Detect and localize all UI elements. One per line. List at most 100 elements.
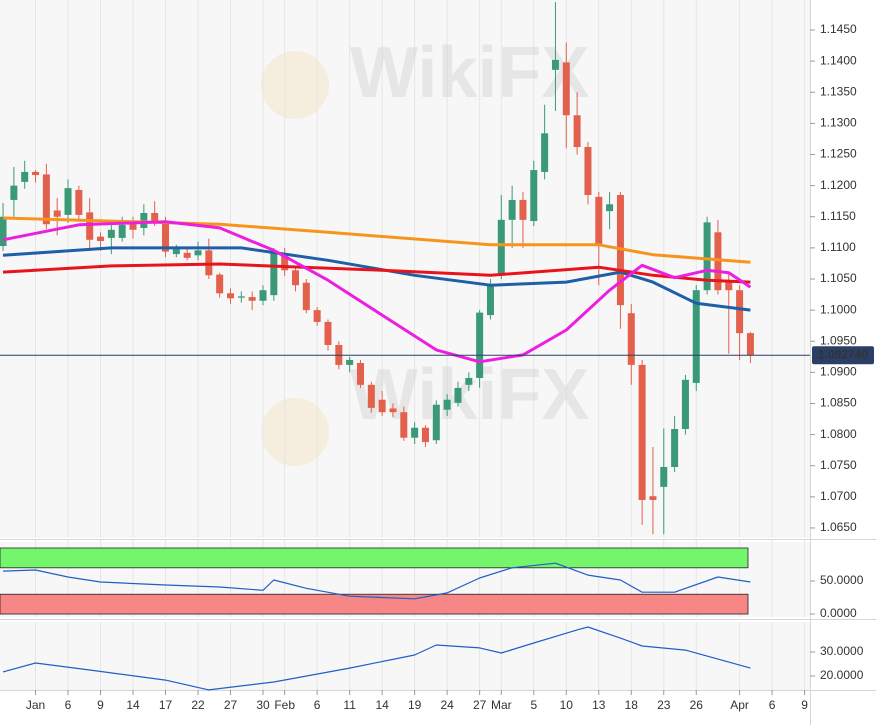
- x-tick-label: 6: [65, 698, 72, 712]
- candle-body: [64, 188, 72, 215]
- candle-body: [21, 171, 29, 182]
- candle-body: [151, 213, 159, 222]
- y-tick-label: 1.1050: [820, 271, 857, 285]
- watermark-logo: [261, 398, 329, 466]
- y-tick-label: 1.0950: [820, 333, 857, 347]
- band: [0, 547, 749, 569]
- candle-body: [32, 171, 40, 176]
- candle-body: [703, 222, 711, 291]
- candle-body: [725, 280, 733, 291]
- x-tick-label: 18: [625, 698, 639, 712]
- candle-body: [172, 249, 180, 255]
- watermark-logo: [261, 51, 329, 119]
- candle-body: [216, 274, 224, 294]
- x-tick-label: 9: [97, 698, 104, 712]
- candle-body: [118, 224, 126, 238]
- candle-body: [367, 384, 375, 408]
- candle-body: [324, 321, 332, 345]
- x-tick-label: 9: [801, 698, 808, 712]
- x-tick-label: 23: [657, 698, 671, 712]
- y-tick-label: 1.1300: [820, 116, 857, 130]
- candle-body: [259, 290, 267, 301]
- candle-body: [595, 196, 603, 245]
- candle-body: [10, 185, 18, 200]
- x-tick-label: 5: [530, 698, 537, 712]
- candle-body: [638, 364, 646, 500]
- last-price-box: [812, 346, 874, 365]
- candle-body: [508, 199, 516, 220]
- x-tick-label: 6: [769, 698, 776, 712]
- y-tick-label: 1.1400: [820, 53, 857, 67]
- candle-body: [530, 170, 538, 222]
- candle-body: [692, 290, 700, 383]
- candle-body: [140, 213, 148, 228]
- candle-body: [400, 412, 408, 438]
- x-tick-label: 14: [375, 698, 389, 712]
- candle-body: [86, 212, 94, 240]
- y-tick-label: 30.0000: [820, 644, 864, 658]
- candle-body: [107, 229, 115, 238]
- adx-panel: [0, 622, 810, 690]
- candle-body: [75, 189, 83, 215]
- candle-body: [443, 399, 451, 410]
- candle-body: [129, 224, 137, 230]
- band: [0, 593, 749, 615]
- candle-body: [53, 210, 61, 217]
- candle-body: [237, 296, 245, 298]
- last-price-label: 1.092740: [818, 347, 868, 361]
- x-tick-label: Jan: [26, 698, 45, 712]
- watermark: WikiFX: [350, 355, 589, 435]
- candle-body: [627, 313, 635, 365]
- y-tick-label: 1.1100: [820, 240, 856, 254]
- candle-body: [486, 285, 494, 316]
- watermark: WikiFX: [350, 33, 589, 113]
- candle-body: [302, 282, 310, 311]
- candle-body: [291, 270, 299, 286]
- x-tick-label: 22: [191, 698, 205, 712]
- line-series: [2, 262, 751, 284]
- candle-body: [497, 219, 505, 276]
- candle-body: [541, 133, 549, 172]
- candle-body: [573, 115, 581, 148]
- x-tick-label: 6: [314, 698, 321, 712]
- candle-body: [183, 252, 191, 258]
- candle-body: [421, 427, 429, 443]
- candle-body: [681, 379, 689, 430]
- candle-body: [736, 290, 744, 334]
- x-tick-label: Apr: [730, 698, 749, 712]
- x-tick-label: Feb: [274, 698, 295, 712]
- candle-body: [378, 399, 386, 413]
- candle-body: [465, 377, 473, 385]
- x-tick-label: 30: [256, 698, 270, 712]
- x-tick-label: 24: [440, 698, 454, 712]
- y-tick-label: 1.1150: [820, 209, 856, 223]
- x-tick-label: 17: [159, 698, 173, 712]
- candle-body: [476, 312, 484, 378]
- candle-body: [649, 496, 657, 500]
- x-tick-label: 27: [473, 698, 487, 712]
- candle-body: [270, 252, 278, 296]
- x-tick-label: 14: [126, 698, 140, 712]
- candle-body: [97, 236, 105, 242]
- x-tick-label: 13: [592, 698, 606, 712]
- candle-body: [411, 427, 419, 438]
- line-series: [2, 562, 751, 600]
- candle-body: [313, 310, 321, 322]
- candle-body: [0, 216, 7, 246]
- y-tick-label: 1.0800: [820, 427, 857, 441]
- y-tick-label: 1.1250: [820, 147, 857, 161]
- y-tick-label: 1.1450: [820, 22, 857, 36]
- candle-body: [606, 204, 614, 212]
- candle-body: [519, 199, 527, 220]
- candle-body: [551, 59, 559, 70]
- y-tick-label: 1.0850: [820, 396, 857, 410]
- line-series: [2, 220, 752, 364]
- candle-body: [454, 387, 462, 403]
- y-tick-label: 1.0900: [820, 365, 857, 379]
- y-tick-label: 1.1200: [820, 178, 857, 192]
- x-tick-label: 26: [690, 698, 704, 712]
- line-series: [2, 626, 751, 691]
- candle-body: [281, 255, 289, 271]
- candle-body: [746, 333, 754, 356]
